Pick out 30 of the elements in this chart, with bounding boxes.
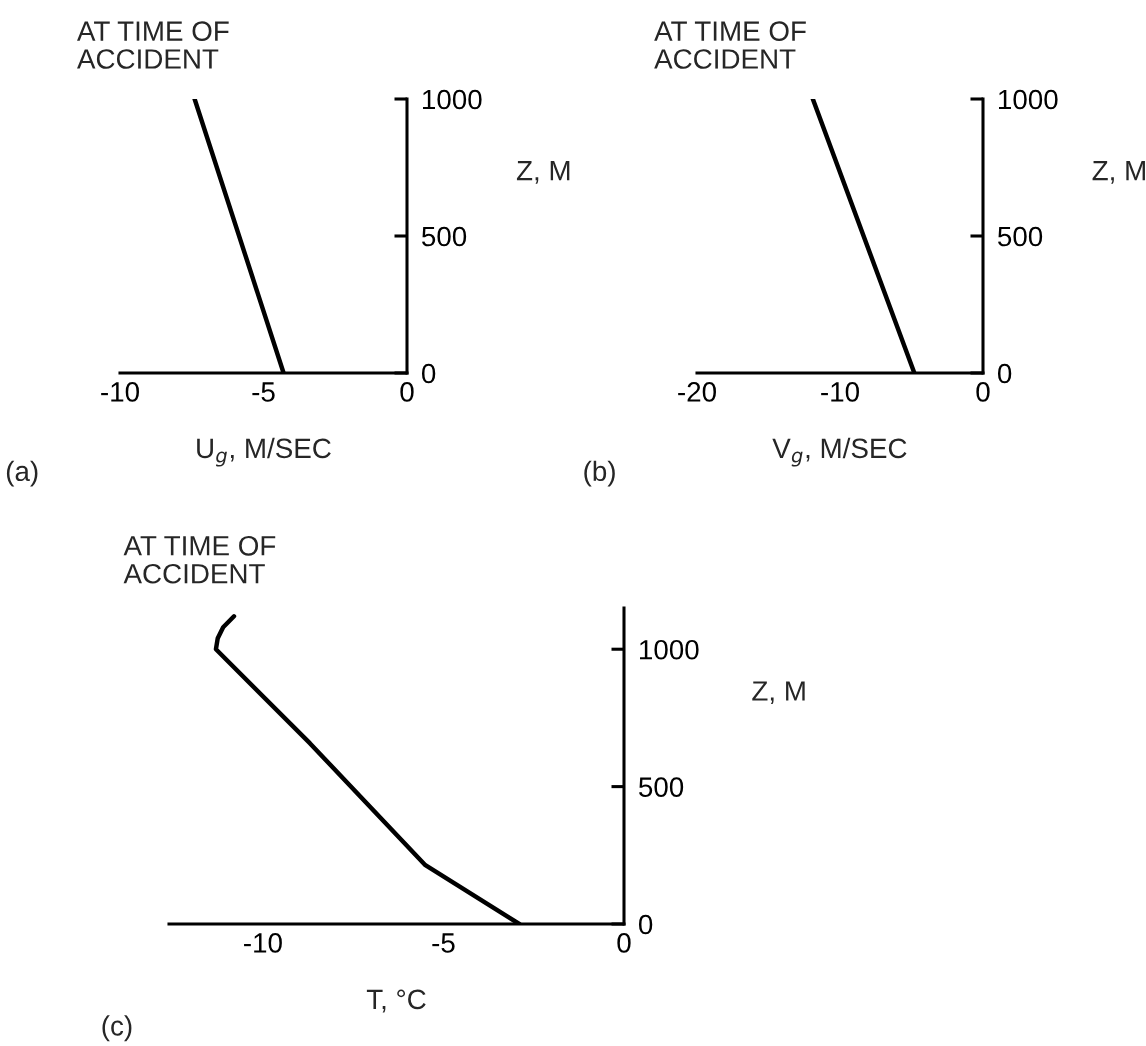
x-axis-title: V$_{g}$, M/SEC — [772, 437, 907, 467]
x-tick-label: -20 — [678, 382, 716, 402]
x-tick-label: 0 — [976, 382, 990, 402]
x-tick-label: -5 — [432, 933, 455, 953]
x-tick-label: -5 — [252, 382, 275, 402]
x-axis-title: U$_{g}$, M/SEC — [197, 437, 331, 467]
chart-title: AT TIME OF ACCIDENT — [654, 21, 806, 69]
x-axis-title: T, °C — [366, 989, 426, 1013]
text: (a) — [6, 460, 38, 487]
x-tick-label: -10 — [101, 382, 139, 402]
x-tick-label: -10 — [821, 382, 859, 402]
x-tick-label: 0 — [617, 933, 631, 953]
y-axis-title: Z, M — [752, 681, 805, 705]
y-tick-label: 1000 — [999, 89, 1058, 110]
y-tick-label: 500 — [998, 226, 1043, 247]
x-tick-label: 0 — [400, 382, 414, 402]
y-axis-title: Z, M — [1092, 161, 1145, 184]
y-tick-label: 0 — [638, 914, 653, 935]
y-tick-label: 0 — [997, 363, 1012, 384]
y-tick-label: 1000 — [423, 89, 482, 110]
y-tick-label: 0 — [421, 363, 436, 384]
text: (c) — [102, 1015, 132, 1042]
chart-title: AT TIME OF ACCIDENT — [77, 21, 229, 69]
chart-title: AT TIME OF ACCIDENT — [123, 535, 276, 584]
text: (b) — [584, 460, 615, 487]
y-tick-label: 500 — [639, 777, 684, 797]
y-tick-label: 1000 — [640, 639, 699, 660]
y-tick-label: 500 — [422, 226, 467, 247]
x-tick-label: -10 — [244, 933, 282, 953]
y-axis-title: Z, M — [516, 161, 570, 184]
